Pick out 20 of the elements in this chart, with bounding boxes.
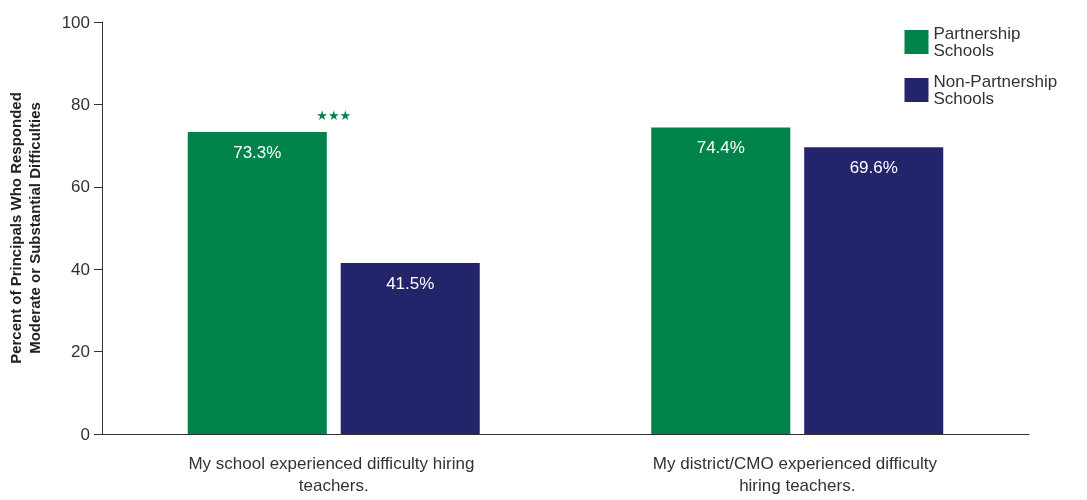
legend-label: Non-Partnership Schools xyxy=(933,72,1063,108)
data-label: 74.4% xyxy=(696,138,745,158)
bar xyxy=(804,147,944,434)
bar xyxy=(651,127,791,434)
bar xyxy=(187,132,327,434)
y-tick-label: 40 xyxy=(71,259,90,279)
annotation: ★★★ xyxy=(316,108,352,123)
x-tick-label: My school experienced difficulty hiring teachers. xyxy=(188,453,480,495)
data-label: 41.5% xyxy=(386,274,435,294)
bar xyxy=(340,263,480,434)
y-tick-label: 0 xyxy=(80,424,90,444)
legend-label: Partnership Schools xyxy=(933,24,1026,60)
y-tick-label: 100 xyxy=(61,12,90,32)
y-tick-label: 20 xyxy=(71,342,90,362)
x-tick-label: My district/CMO experienced difficulty hiring teachers. xyxy=(652,453,942,495)
y-tick-label: 60 xyxy=(71,177,90,197)
data-label: 73.3% xyxy=(233,143,282,162)
data-label: 69.6% xyxy=(849,158,898,178)
y-axis-title: Percent of Principals Who Responded Moderate or Substantial Difficulties xyxy=(7,92,43,364)
y-tick-label: 80 xyxy=(71,94,90,114)
